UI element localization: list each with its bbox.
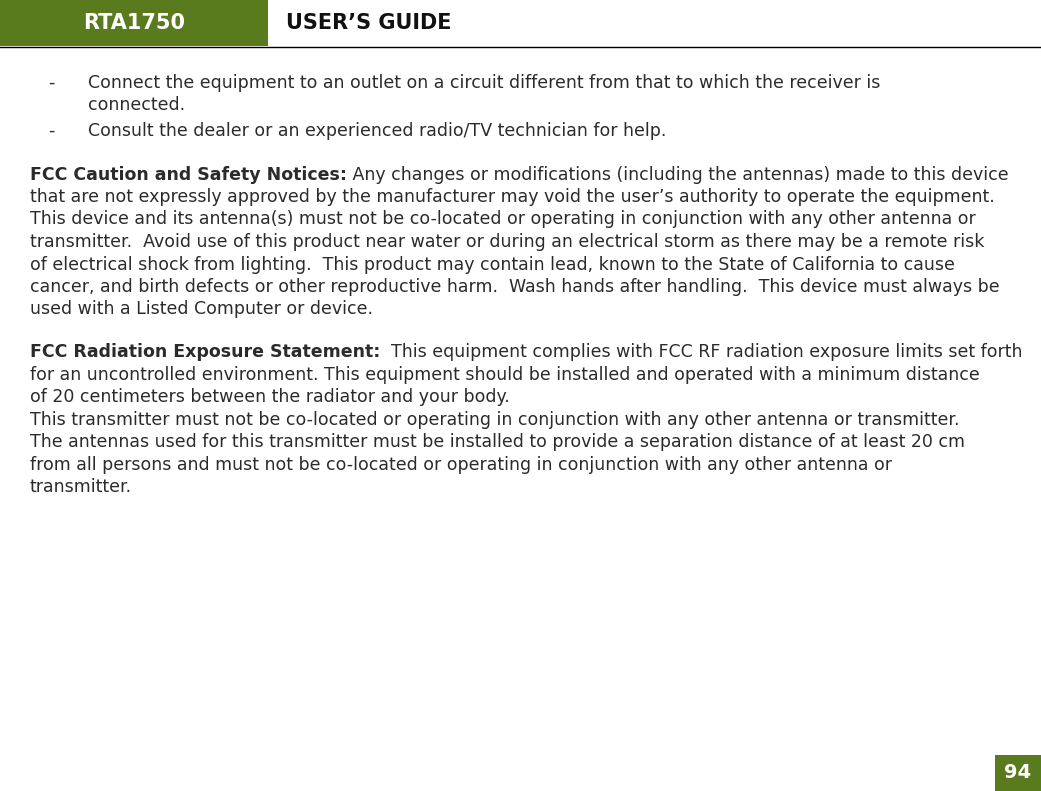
- Text: transmitter.  Avoid use of this product near water or during an electrical storm: transmitter. Avoid use of this product n…: [30, 233, 985, 251]
- Text: The antennas used for this transmitter must be installed to provide a separation: The antennas used for this transmitter m…: [30, 433, 965, 451]
- Text: that are not expressly approved by the manufacturer may void the user’s authorit: that are not expressly approved by the m…: [30, 188, 995, 206]
- Text: cancer, and birth defects or other reproductive harm.  Wash hands after handling: cancer, and birth defects or other repro…: [30, 278, 999, 296]
- Text: of 20 centimeters between the radiator and your body.: of 20 centimeters between the radiator a…: [30, 388, 510, 407]
- Text: connected.: connected.: [88, 97, 185, 115]
- Text: FCC Radiation Exposure Statement:: FCC Radiation Exposure Statement:: [30, 343, 380, 361]
- Text: This equipment complies with FCC RF radiation exposure limits set forth: This equipment complies with FCC RF radi…: [380, 343, 1023, 361]
- Text: -: -: [48, 122, 54, 140]
- Text: from all persons and must not be co-located or operating in conjunction with any: from all persons and must not be co-loca…: [30, 456, 892, 474]
- Text: Consult the dealer or an experienced radio/TV technician for help.: Consult the dealer or an experienced rad…: [88, 122, 666, 140]
- Text: Connect the equipment to an outlet on a circuit different from that to which the: Connect the equipment to an outlet on a …: [88, 74, 881, 92]
- Text: used with a Listed Computer or device.: used with a Listed Computer or device.: [30, 301, 373, 319]
- Text: Any changes or modifications (including the antennas) made to this device: Any changes or modifications (including …: [347, 165, 1009, 184]
- Text: USER’S GUIDE: USER’S GUIDE: [286, 13, 452, 33]
- Text: 94: 94: [1005, 763, 1032, 782]
- Text: of electrical shock from lighting.  This product may contain lead, known to the : of electrical shock from lighting. This …: [30, 255, 955, 274]
- Text: This device and its antenna(s) must not be co-located or operating in conjunctio: This device and its antenna(s) must not …: [30, 210, 975, 229]
- Text: -: -: [48, 74, 54, 92]
- Text: FCC Caution and Safety Notices:: FCC Caution and Safety Notices:: [30, 165, 347, 184]
- Text: transmitter.: transmitter.: [30, 479, 132, 496]
- Bar: [995, 755, 1041, 791]
- Bar: [0, 0, 268, 46]
- Text: for an uncontrolled environment. This equipment should be installed and operated: for an uncontrolled environment. This eq…: [30, 365, 980, 384]
- Text: This transmitter must not be co-located or operating in conjunction with any oth: This transmitter must not be co-located …: [30, 411, 960, 429]
- Text: RTA1750: RTA1750: [83, 13, 185, 33]
